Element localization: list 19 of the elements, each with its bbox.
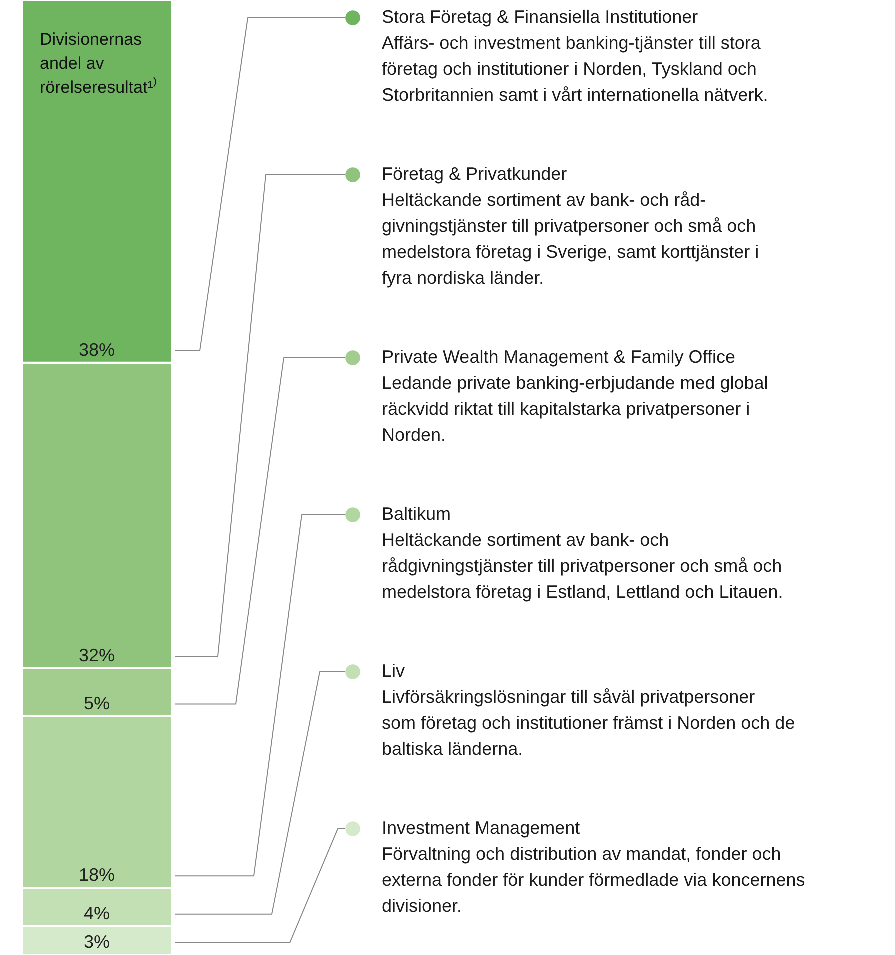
legend-label: Investment Management xyxy=(382,818,580,838)
data-label: 38% xyxy=(78,340,116,360)
text: Livförsäkringslösningar till såväl privatpersoner som företag och institutioner främst i Norden och de baltiska länderna. xyxy=(382,687,796,759)
text: Divisionernas andel av rörelseresultat¹⁾ xyxy=(40,30,158,97)
legend-label: Liv xyxy=(382,661,406,681)
data-label: 3% xyxy=(84,932,110,952)
text: Stora Företag & Finansiella Institutioner xyxy=(382,7,698,27)
text: Heltäckande sortiment av bank- och råd-givningstjänster till privatpersoner och små och medelstora företag i Sverige, samt korttjänster i fyra nordiska länder. xyxy=(382,190,760,288)
text: Ledande private banking-erbjudande med global räckvidd riktat till kapitalstarka privatpersoner i Norden. xyxy=(382,373,768,445)
data-label: 32% xyxy=(78,646,116,666)
legend-label: Private Wealth Management & Family Office xyxy=(382,347,736,367)
legend-label: Baltikum xyxy=(382,504,452,524)
data-label: 4% xyxy=(84,903,110,924)
text: Förvaltning och distribution av mandat, fonder och externa fonder för kunder förmedlade via koncernens divisioner. xyxy=(382,844,806,916)
data-label: 5% xyxy=(84,693,110,714)
data-label: 18% xyxy=(78,865,116,886)
text: Affärs- och investment banking-tjänster till stora företag och institutioner i Norden, Tyskland och Storbritannien samt i vårt internationella nätverk. xyxy=(382,33,768,105)
text: Heltäckande sortiment av bank- och rådgivningstjänster till privatpersoner och små och medelstora företag i Estland, Lettland och Litauen. xyxy=(382,530,784,602)
legend-label: Företag & Privatkunder xyxy=(382,164,568,184)
